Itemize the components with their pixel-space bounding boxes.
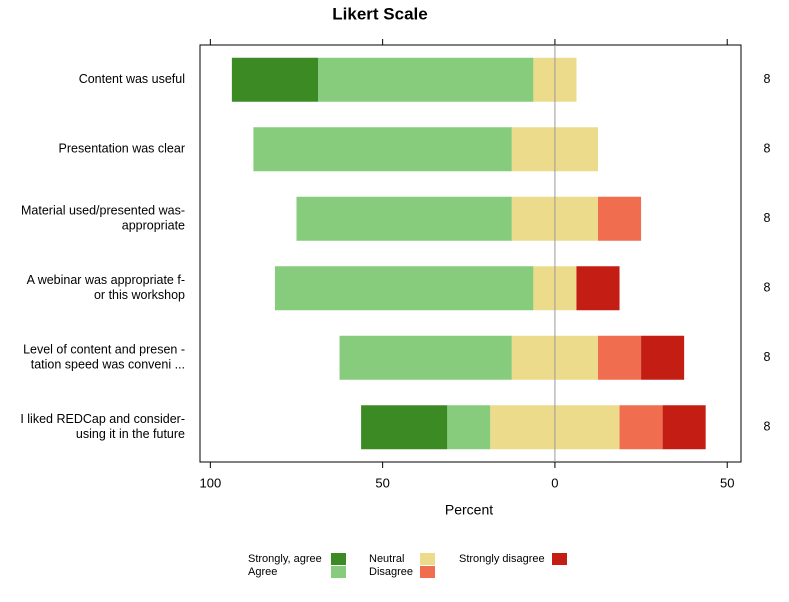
category-label: I liked REDCap and consider-: [20, 412, 185, 426]
bar-segment: [619, 405, 663, 450]
legend-label: Strongly disagree: [459, 553, 545, 565]
legend-swatch: [420, 566, 435, 578]
bar-segment: [361, 405, 448, 450]
count-label: 8: [764, 281, 771, 295]
legend-swatch: [331, 553, 346, 565]
bar-segment: [231, 57, 319, 102]
count-label: 8: [764, 420, 771, 434]
x-tick-label: 50: [720, 475, 734, 490]
category-label: Material used/presented was-: [21, 204, 185, 218]
x-tick-label: 100: [199, 475, 221, 490]
category-label: using it in the future: [76, 427, 185, 441]
count-label: 8: [764, 142, 771, 156]
category-label: appropriate: [122, 219, 185, 233]
legend-swatch: [331, 566, 346, 578]
bar-segment: [641, 335, 685, 380]
x-axis-label: Percent: [445, 502, 493, 518]
bar-segment: [597, 335, 642, 380]
bar-segment: [447, 405, 491, 450]
bar-segment: [274, 266, 534, 311]
x-tick-label: 50: [375, 475, 389, 490]
x-tick-label: 0: [551, 475, 558, 490]
legend-label: Strongly, agree: [248, 553, 322, 565]
legend-label: Neutral: [369, 553, 404, 565]
bar-segment: [597, 196, 642, 241]
bar-segment: [318, 57, 534, 102]
category-label: tation speed was conveni ...: [31, 358, 185, 372]
legend-swatch: [420, 553, 435, 565]
category-label: A webinar was appropriate f-: [27, 273, 185, 287]
category-label: Content was useful: [79, 72, 185, 86]
bar-segment: [339, 335, 512, 380]
category-label: Level of content and presen -: [23, 343, 185, 357]
count-label: 8: [764, 350, 771, 364]
legend-swatch: [552, 553, 567, 565]
bar-segment: [296, 196, 512, 241]
legend-label: Disagree: [369, 566, 413, 578]
count-label: 8: [764, 72, 771, 86]
category-label: Presentation was clear: [59, 142, 185, 156]
bar-segment: [662, 405, 706, 450]
bar-segment: [253, 127, 512, 172]
chart-title: Likert Scale: [332, 4, 427, 23]
legend-label: Agree: [248, 566, 277, 578]
count-label: 8: [764, 211, 771, 225]
category-label: or this workshop: [94, 288, 185, 302]
bar-segment: [576, 266, 620, 311]
plot-frame: [199, 44, 742, 463]
